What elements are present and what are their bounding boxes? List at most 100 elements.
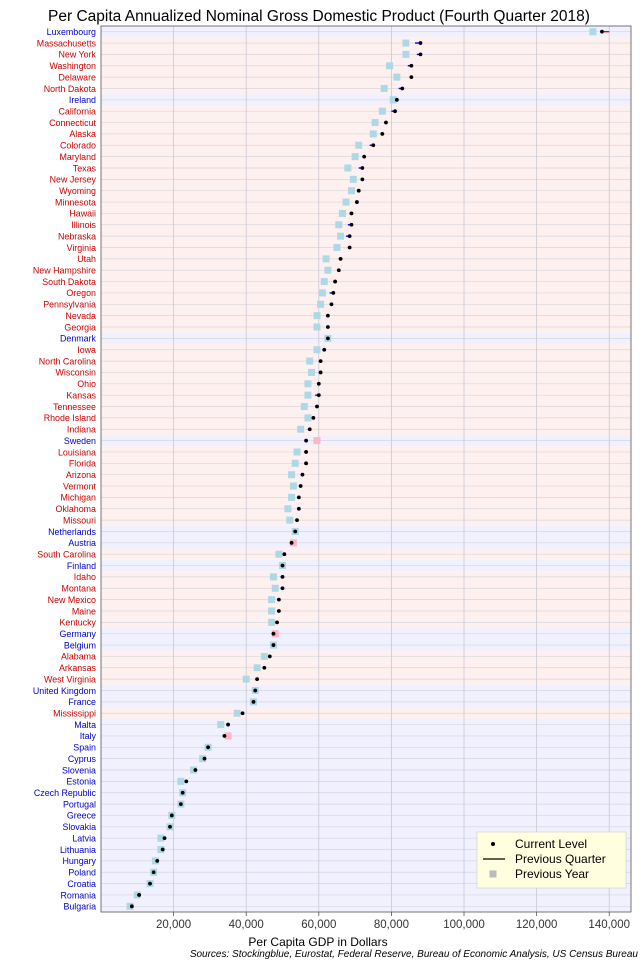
- current-level-point: [400, 86, 405, 91]
- current-level-point: [333, 279, 338, 284]
- row-label: Lithuania: [60, 845, 96, 855]
- previous-year-marker: [284, 505, 292, 513]
- current-level-point: [418, 41, 423, 45]
- current-level-point: [253, 688, 258, 693]
- current-level-point: [271, 643, 276, 647]
- previous-year-marker: [242, 675, 250, 683]
- current-level-point: [293, 529, 298, 534]
- current-level-point: [316, 381, 321, 386]
- row-label: Michigan: [60, 493, 96, 503]
- source-note: Sources: Stockingblue, Eurostat, Federal…: [190, 949, 639, 960]
- row-label: Oregon: [66, 288, 96, 298]
- row-label: Florida: [69, 459, 96, 469]
- row-label: United Kingdom: [33, 686, 96, 696]
- current-level-point: [394, 97, 399, 102]
- row-label: Poland: [68, 868, 96, 878]
- current-level-point: [371, 143, 376, 148]
- row-label: South Carolina: [37, 549, 96, 559]
- row-label: Portugal: [63, 799, 96, 809]
- previous-year-marker: [224, 732, 232, 740]
- current-level-point: [409, 63, 414, 68]
- row-label: Romania: [60, 890, 96, 900]
- previous-year-marker: [347, 187, 355, 195]
- current-level-point: [129, 904, 134, 909]
- row-label: Oklahoma: [56, 504, 97, 514]
- row-label: Hawaii: [69, 209, 96, 219]
- current-level-point: [322, 347, 327, 352]
- previous-year-marker: [313, 323, 321, 331]
- row-label: New York: [59, 50, 97, 60]
- current-level-point: [347, 245, 352, 250]
- previous-year-marker: [589, 28, 597, 36]
- previous-year-marker: [338, 209, 346, 217]
- previous-year-marker: [393, 73, 401, 81]
- row-label: Nebraska: [58, 231, 96, 241]
- current-level-point: [222, 734, 227, 738]
- current-level-point: [393, 109, 397, 114]
- previous-year-marker: [380, 84, 388, 92]
- row-label: Croatia: [67, 879, 96, 889]
- previous-year-marker: [157, 834, 165, 842]
- current-level-point: [276, 597, 281, 602]
- current-level-point: [311, 415, 316, 420]
- row-label: Kansas: [66, 390, 96, 400]
- previous-year-marker: [378, 107, 386, 115]
- gridlines: [101, 26, 631, 912]
- row-label: Belgium: [64, 640, 96, 650]
- previous-year-marker: [304, 391, 312, 399]
- row-label: Cyprus: [68, 754, 97, 764]
- row-label: Texas: [73, 163, 97, 173]
- row-label: Finland: [67, 561, 96, 571]
- previous-year-marker: [268, 618, 276, 626]
- row-label: Utah: [77, 254, 96, 264]
- row-label: Pennsylvania: [43, 300, 96, 310]
- row-label: Nevada: [65, 311, 96, 321]
- previous-year-marker: [402, 50, 410, 58]
- row-label: Maine: [72, 606, 96, 616]
- current-level-point: [276, 609, 281, 613]
- previous-year-marker: [177, 777, 185, 785]
- current-level-point: [600, 29, 604, 34]
- row-label: Georgia: [64, 322, 96, 332]
- row-label: Sweden: [64, 436, 96, 446]
- current-level-point: [384, 120, 388, 125]
- current-level-point: [304, 450, 309, 454]
- current-level-point: [315, 404, 319, 409]
- current-level-point: [262, 665, 267, 670]
- current-level-point: [240, 711, 245, 716]
- previous-year-marker: [313, 346, 321, 354]
- row-label: Maryland: [59, 152, 96, 162]
- previous-year-marker: [335, 221, 343, 229]
- current-level-point: [289, 540, 294, 545]
- previous-year-marker: [389, 96, 397, 104]
- current-level-point: [360, 177, 365, 182]
- current-level-point: [325, 313, 330, 318]
- row-label: Iowa: [77, 345, 96, 355]
- row-label: Wyoming: [59, 186, 96, 196]
- row-label: Netherlands: [48, 527, 96, 537]
- current-level-point: [409, 75, 414, 80]
- current-level-point: [155, 858, 160, 863]
- current-level-point: [304, 461, 309, 466]
- row-label: North Carolina: [39, 356, 96, 366]
- current-level-point: [318, 370, 323, 375]
- current-level-point: [160, 847, 165, 852]
- previous-year-marker: [342, 198, 350, 206]
- row-label: California: [59, 106, 97, 116]
- current-level-point: [355, 200, 359, 204]
- previous-year-marker: [269, 573, 277, 581]
- current-level-point: [349, 222, 354, 227]
- current-level-point: [329, 302, 334, 307]
- previous-year-marker: [286, 516, 294, 524]
- row-label: Czech Republic: [34, 788, 97, 798]
- current-level-point: [318, 359, 323, 363]
- row-label: Connecticut: [49, 118, 96, 128]
- current-level-point: [295, 518, 299, 523]
- current-level-point: [325, 325, 330, 329]
- previous-year-marker: [344, 164, 352, 172]
- current-level-point: [336, 268, 341, 273]
- previous-year-marker: [268, 596, 276, 604]
- previous-year-marker: [308, 368, 316, 376]
